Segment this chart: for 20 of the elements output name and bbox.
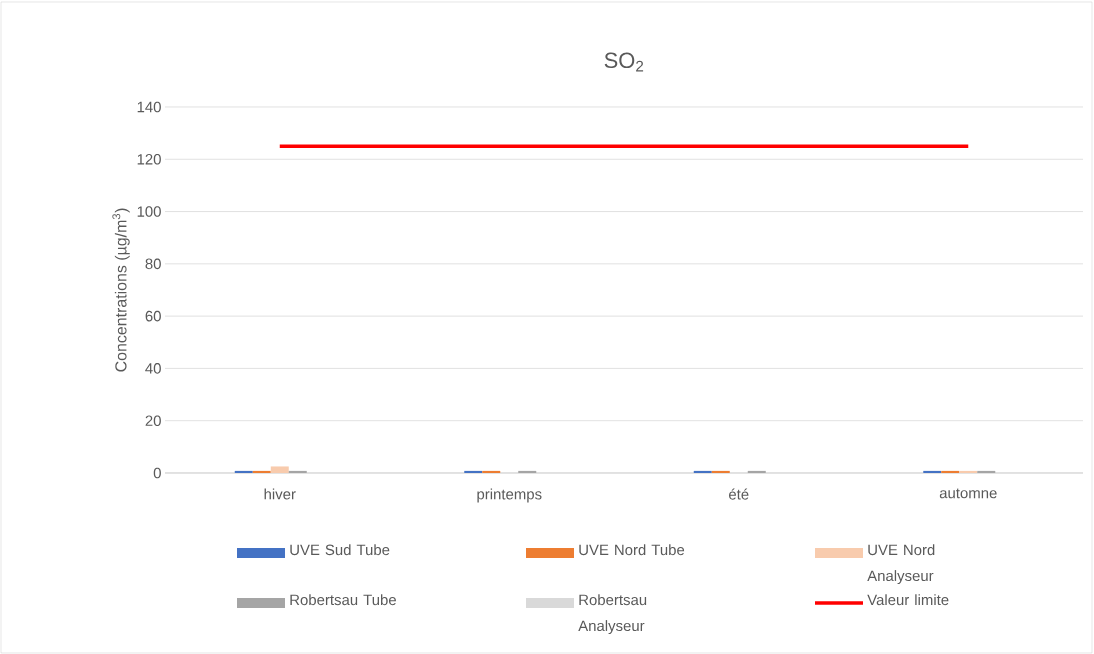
y-tick-label: 20 [145,415,161,426]
x-tick-label: automne [939,488,997,499]
chart-title: SO$_{2}$ [604,52,644,72]
y-tick-label: 40 [145,363,161,374]
legend-label: Robertsau Tube [290,594,396,606]
y-tick-label: 0 [153,467,161,479]
y-tick-label: 80 [145,258,161,270]
x-tick-label: printemps [477,488,542,503]
y-axis-title: Concentrations (µg/m$^{3}$) [112,208,130,372]
legend-label: Valeur limite [867,594,949,606]
y-tick-label: 60 [145,310,161,322]
legend-label: UVE Nord Tube [579,544,685,556]
y-tick-label: 120 [137,153,161,165]
legend-label: UVE Sud Tube [290,544,390,556]
legend-label: UVE Nord Analyseur [867,544,935,585]
y-tick-label: 100 [137,206,161,217]
x-tick-label: hiver [264,488,296,500]
y-tick-label: 140 [137,101,161,113]
legend-label: Robertsau Analyseur [578,594,647,635]
x-tick-label: été [729,488,749,500]
